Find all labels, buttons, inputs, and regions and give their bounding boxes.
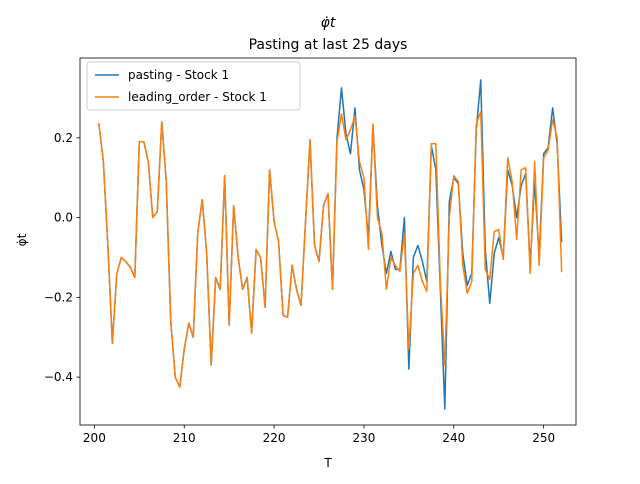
axes-layer: 200 210 220 230 240 250 −0.4 −0.2 0.0 0.2 <box>44 57 577 445</box>
plot-area <box>80 58 576 425</box>
series-layer <box>98 79 563 410</box>
chart-title: φ̇t <box>321 15 336 31</box>
y-tick-label: −0.2 <box>44 290 73 304</box>
axes-frame <box>79 57 577 426</box>
y-tick-label: 0.2 <box>54 131 73 145</box>
x-tick-label: 210 <box>173 431 196 445</box>
x-tick-label: 250 <box>532 431 555 445</box>
chart-subtitle: Pasting at last 25 days <box>249 37 408 53</box>
plot-background <box>80 58 576 425</box>
x-axis-label: T <box>323 456 332 470</box>
series-line-leading-order <box>98 111 563 388</box>
y-axis-label: φ̇t <box>15 233 29 246</box>
y-tick-label: 0.0 <box>54 211 73 225</box>
x-tick-label: 240 <box>442 431 465 445</box>
y-tick-label: −0.4 <box>44 370 73 384</box>
legend: pasting - Stock 1 leading_order - Stock … <box>86 61 301 111</box>
x-tick-label: 230 <box>352 431 375 445</box>
x-tick-label: 220 <box>263 431 286 445</box>
legend-label-pasting: pasting - Stock 1 <box>128 68 229 82</box>
x-tick-label: 200 <box>83 431 106 445</box>
legend-frame <box>86 61 301 111</box>
legend-label-leading-order: leading_order - Stock 1 <box>128 90 267 104</box>
